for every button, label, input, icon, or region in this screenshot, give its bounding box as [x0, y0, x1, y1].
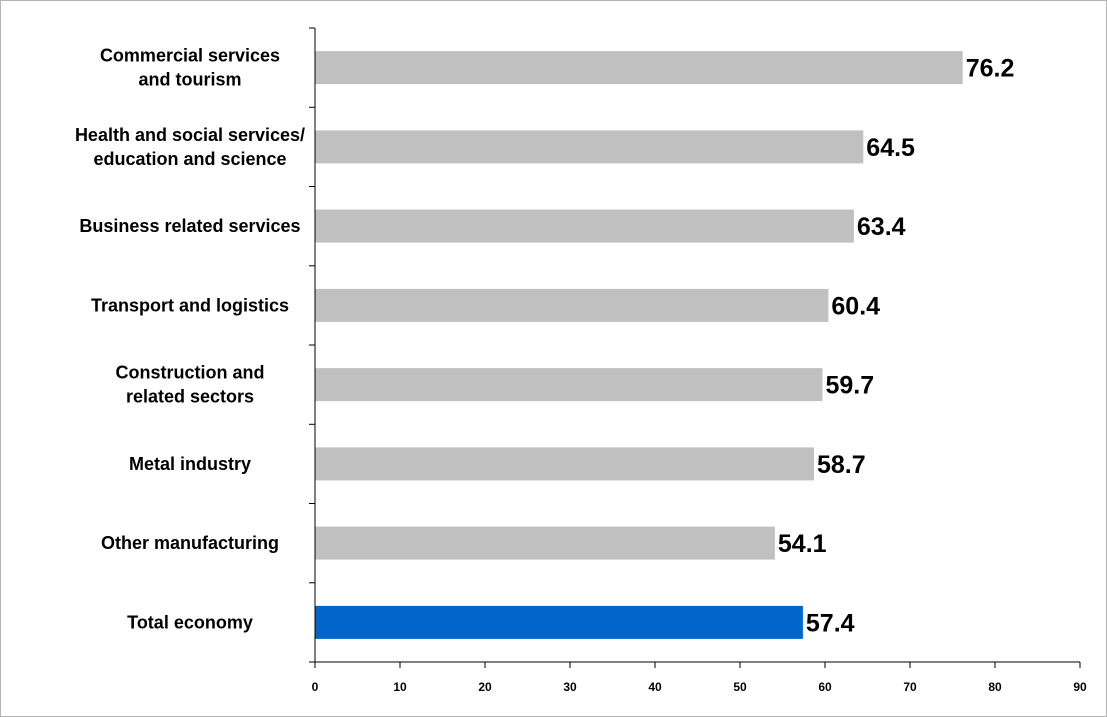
value-label-3: 60.4 — [831, 292, 880, 320]
value-label-2: 63.4 — [857, 213, 906, 241]
category-label-line: Other manufacturing — [101, 533, 279, 553]
category-label-line: Construction and — [116, 363, 265, 383]
x-tick-label: 80 — [988, 680, 1002, 694]
x-tick-label: 40 — [648, 680, 662, 694]
category-label-line: education and science — [93, 149, 286, 169]
category-label-4: Construction and related sectors — [116, 363, 265, 407]
category-label-line: Metal industry — [129, 454, 251, 474]
x-tick-label: 0 — [312, 680, 319, 694]
category-label-6: Other manufacturing — [101, 533, 279, 553]
category-label-line: Transport and logistics — [91, 295, 289, 315]
axes-group — [309, 27, 1081, 668]
x-tick-label: 20 — [478, 680, 492, 694]
category-label-0: Commercial services and tourism — [100, 46, 280, 90]
value-label-4: 59.7 — [826, 372, 875, 400]
bar-7 — [315, 605, 803, 639]
category-label-line: Health and social services/ — [75, 125, 305, 145]
bar-4 — [315, 368, 823, 402]
category-label-line: and tourism — [138, 70, 241, 90]
x-tick-label: 50 — [733, 680, 747, 694]
category-label-7: Total economy — [127, 612, 253, 632]
value-label-5: 58.7 — [817, 451, 866, 479]
bar-3 — [315, 288, 829, 322]
category-label-line: related sectors — [126, 387, 254, 407]
x-tick-label: 60 — [818, 680, 832, 694]
value-label-0: 76.2 — [966, 55, 1015, 83]
bar-1 — [315, 130, 864, 164]
category-label-line: Business related services — [79, 216, 300, 236]
category-label-line: Commercial services — [100, 46, 280, 66]
bar-6 — [315, 526, 775, 560]
x-tick-label: 30 — [563, 680, 577, 694]
bar-5 — [315, 447, 814, 481]
x-tick-label: 10 — [393, 680, 407, 694]
value-label-1: 64.5 — [866, 134, 915, 162]
bar-2 — [315, 209, 854, 243]
value-label-6: 54.1 — [778, 530, 827, 558]
category-label-3: Transport and logistics — [91, 295, 289, 315]
category-label-line: Total economy — [127, 612, 253, 632]
x-tick-label: 70 — [903, 680, 917, 694]
x-tick-label: 90 — [1073, 680, 1087, 694]
bar-0 — [315, 51, 963, 85]
category-label-5: Metal industry — [129, 454, 251, 474]
value-label-7: 57.4 — [806, 609, 855, 637]
labels-group: 76.2 Commercial services and tourism 64.5 He… — [75, 46, 1087, 694]
bars-group — [315, 51, 963, 639]
category-label-2: Business related services — [79, 216, 300, 236]
category-label-1: Health and social services/education and… — [75, 125, 305, 169]
